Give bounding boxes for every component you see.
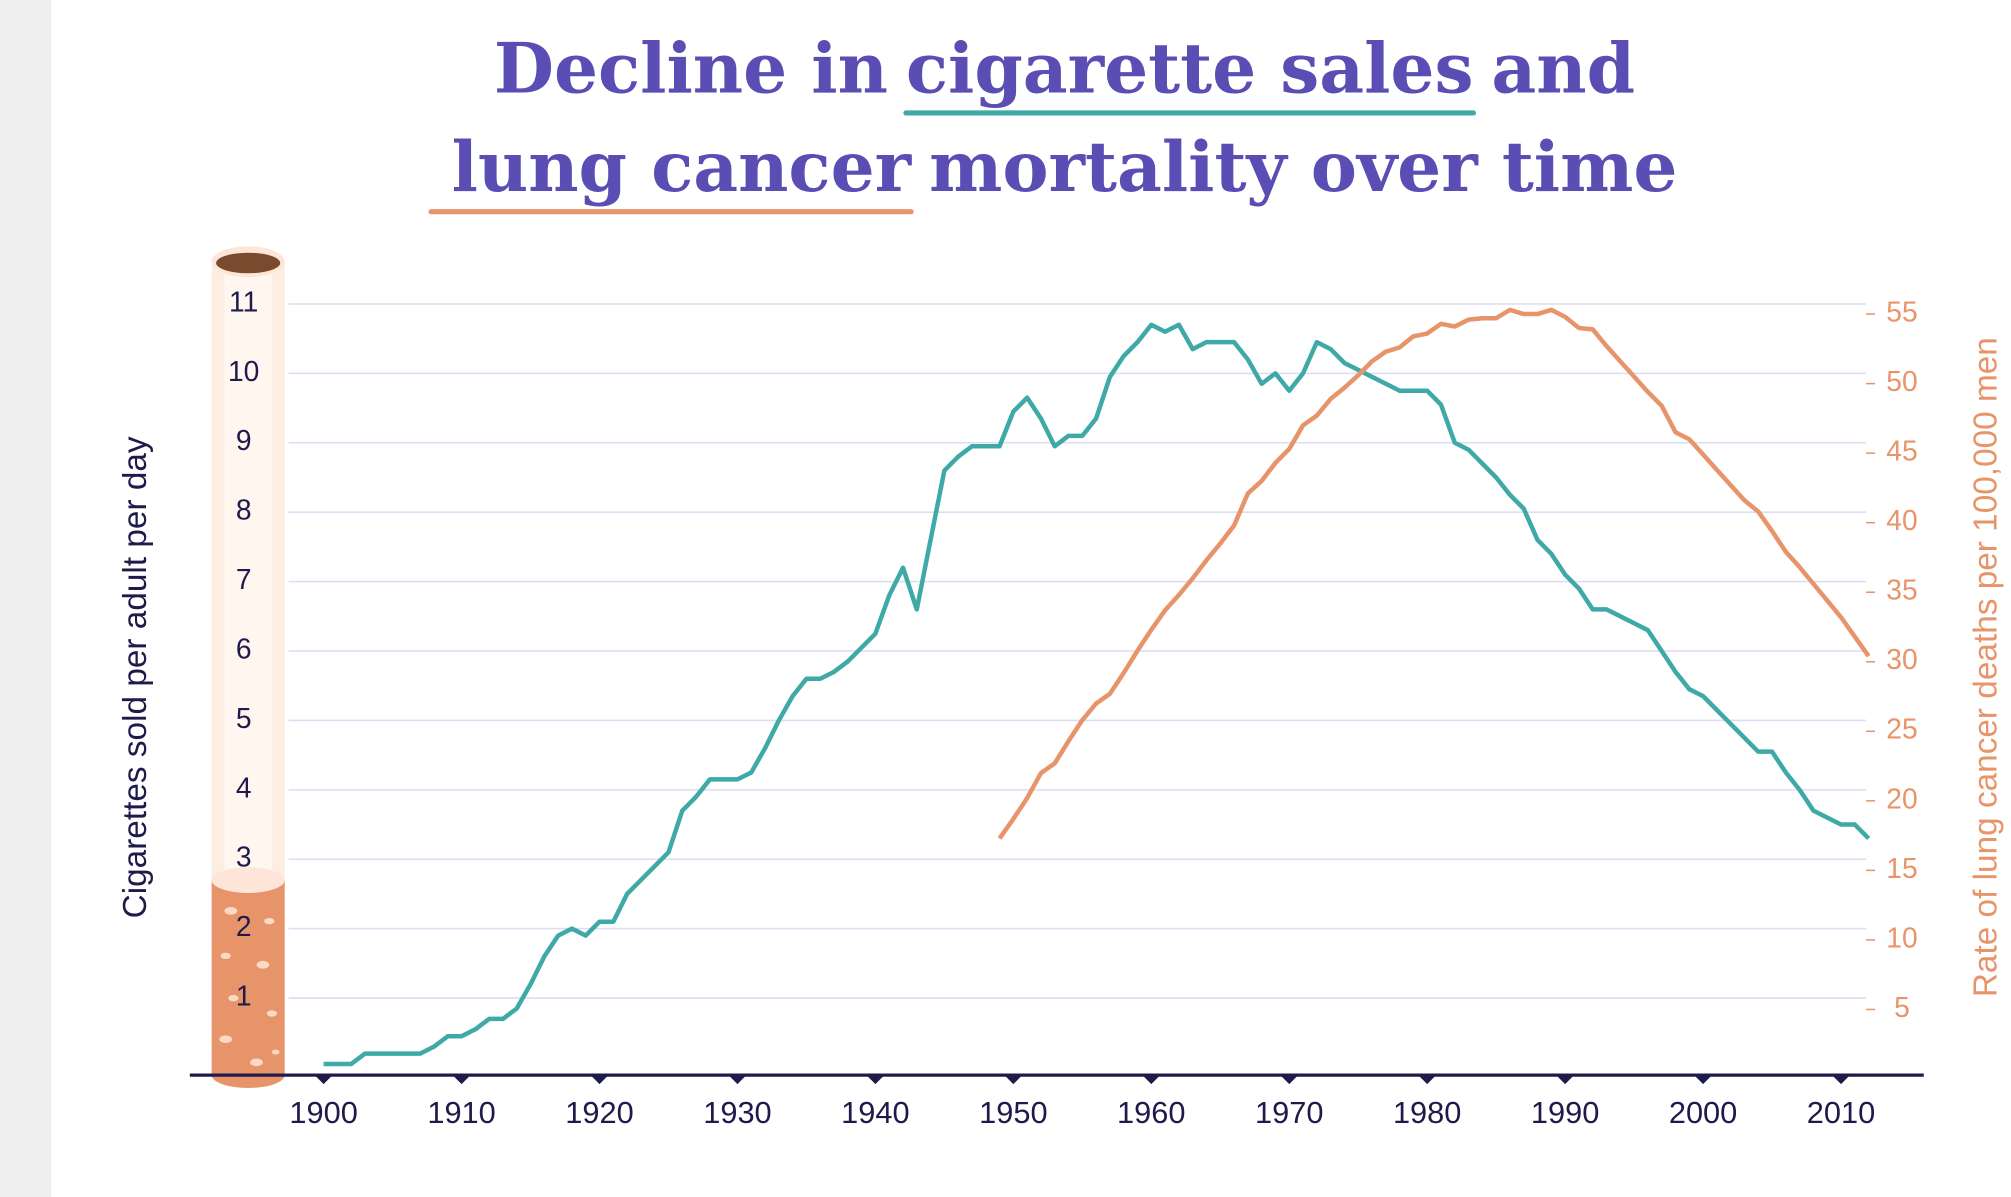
y-tick-label: 11: [229, 285, 258, 317]
y2-tick-label: 20: [1886, 782, 1917, 814]
title-part: mortality over time: [929, 127, 1677, 208]
y2-tick-label: 15: [1886, 852, 1917, 884]
side-strip: [0, 0, 52, 1197]
cigarette-illustration: [211, 246, 285, 1088]
y-tick-label: 8: [236, 494, 252, 526]
x-tick-mark: [1004, 1075, 1023, 1085]
x-tick-mark: [314, 1075, 333, 1085]
x-tick-label: 1940: [841, 1095, 909, 1130]
x-tick-mark: [1418, 1075, 1437, 1085]
title-part: cigarette sales: [906, 28, 1474, 109]
x-tick-mark: [866, 1075, 885, 1085]
y2-tick-label: 55: [1886, 296, 1917, 328]
title-part: and: [1491, 28, 1635, 109]
x-tick-mark: [1142, 1075, 1161, 1085]
y-tick-label: 9: [236, 424, 252, 456]
x-tick-label: 1930: [703, 1095, 771, 1130]
y2-tick-label: 45: [1886, 435, 1917, 467]
x-tick-label: 1960: [1117, 1095, 1185, 1130]
x-tick-label: 1920: [565, 1095, 633, 1130]
y-tick-label: 3: [236, 841, 252, 873]
y2-tick-label: 5: [1894, 991, 1910, 1023]
series-line: [323, 322, 1871, 1067]
x-tick-mark: [1832, 1075, 1850, 1085]
x-tick-mark: [590, 1075, 609, 1085]
x-tick-label: 1990: [1531, 1095, 1599, 1130]
y-tick-label: 6: [236, 632, 252, 664]
x-tick-mark: [1694, 1075, 1713, 1085]
y2-tick-label: 10: [1886, 921, 1917, 953]
title: Decline in cigarette sales and lung cancer m…: [428, 28, 1677, 215]
x-tick-mark: [1280, 1075, 1299, 1085]
y-axis-title: Cigarettes sold per adult per day: [117, 436, 154, 918]
y-tick-label: 7: [236, 563, 252, 595]
y2-axis-title: Rate of lung cancer deaths per 100,000 m…: [1968, 337, 2005, 997]
x-tick-label: 1970: [1255, 1095, 1323, 1130]
x-tick-label: 1900: [289, 1095, 357, 1130]
title-part: lung cancer: [452, 127, 913, 208]
y2-tick-label: 35: [1886, 574, 1917, 606]
title-part: Decline in: [494, 28, 888, 109]
y-tick-label: 5: [236, 702, 252, 734]
series-line: [997, 307, 1871, 840]
y-tick-label: 10: [228, 355, 259, 387]
x-tick-mark: [728, 1075, 747, 1085]
x-tick-label: 2000: [1669, 1095, 1737, 1130]
x-tick-label: 1950: [979, 1095, 1047, 1130]
y2-tick-label: 50: [1886, 365, 1917, 397]
y-tick-label: 1: [236, 980, 252, 1012]
y-tick-label: 2: [236, 910, 252, 942]
x-tick-label: 1910: [427, 1095, 495, 1130]
y2-tick-label: 25: [1886, 713, 1917, 745]
x-tick-label: 2010: [1807, 1095, 1875, 1130]
x-tick-label: 1980: [1393, 1095, 1461, 1130]
y2-tick-label: 30: [1886, 643, 1917, 675]
x-tick-mark: [452, 1075, 471, 1085]
x-tick-mark: [1556, 1075, 1575, 1085]
y2-tick-label: 40: [1886, 504, 1917, 536]
y-tick-label: 4: [236, 771, 252, 803]
